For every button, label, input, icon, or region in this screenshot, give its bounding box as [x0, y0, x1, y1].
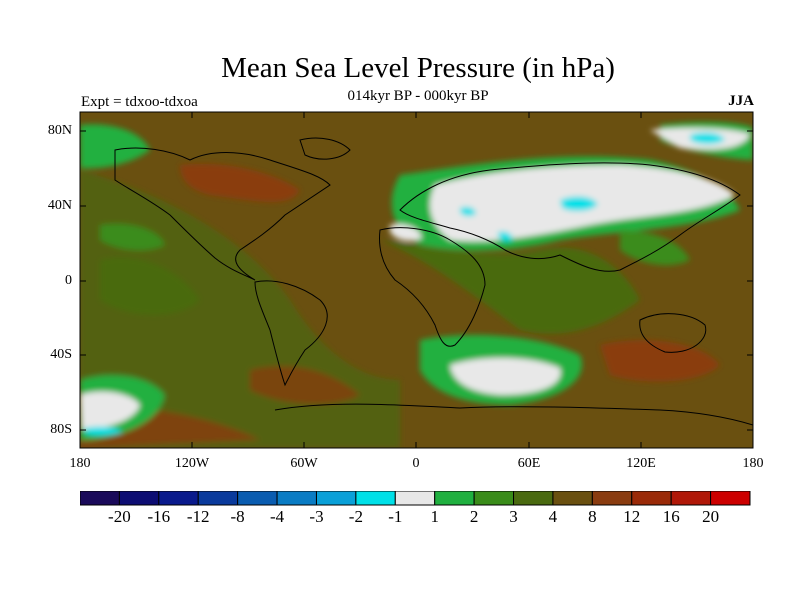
- coast-greenland: [299, 137, 351, 160]
- lon-label-60e: 60E: [517, 456, 541, 471]
- colorbar-swatch: [197, 491, 239, 506]
- cyan-spot-central-asia: [560, 196, 598, 212]
- colorbar-swatch: [513, 491, 554, 506]
- colorbar-swatch: [552, 491, 593, 506]
- colorbar-swatch: [315, 491, 357, 506]
- colorbar-swatch: [237, 491, 278, 506]
- coast-africa: [379, 227, 486, 347]
- lon-label-120w: 120W: [174, 456, 210, 471]
- map-title: Mean Sea Level Pressure (in hPa): [221, 52, 615, 84]
- colorbar-swatch: [158, 491, 199, 506]
- warm-region-north-america: [180, 163, 300, 202]
- cyan-spot-black-sea: [460, 206, 476, 217]
- coast-south-america: [254, 280, 328, 387]
- experiment-label: Expt = tdxoo-tdxoa: [81, 94, 198, 110]
- pressure-field: [80, 112, 753, 448]
- warm-region-south-atlantic: [250, 366, 360, 405]
- colorbar-label: -4: [270, 507, 285, 526]
- coast-eurasia: [399, 162, 741, 272]
- colorbar-label: 2: [469, 507, 479, 526]
- lat-label-40n: 40N: [47, 198, 72, 213]
- axis-ticks: [79, 112, 754, 448]
- lon-label-60w: 60W: [290, 456, 318, 471]
- colorbar-swatch: [118, 491, 160, 506]
- colorbar-label: 1: [430, 507, 439, 526]
- colorbar-swatch: [355, 491, 396, 506]
- colorbar-label: -20: [108, 507, 131, 526]
- colorbar-label: 4: [548, 507, 558, 526]
- lat-label-40s: 40S: [50, 347, 72, 362]
- cyan-spot-persia: [498, 231, 513, 242]
- green-region-west-pacific: [620, 230, 690, 266]
- colorbar-label: 8: [588, 507, 597, 526]
- colorbar-swatch: [710, 491, 751, 506]
- olive-region-tropical-pacific: [100, 257, 200, 315]
- coast-north-america: [114, 147, 331, 281]
- colorbar-swatch: [670, 491, 712, 506]
- lat-label-80s: 80S: [50, 422, 72, 437]
- lat-label-0: 0: [65, 273, 72, 288]
- colorbar-label: -3: [309, 507, 324, 526]
- lon-label-0: 0: [412, 456, 420, 471]
- map-subtitle: 014kyr BP - 000kyr BP: [347, 88, 489, 104]
- colorbar-swatch: [473, 491, 515, 506]
- lon-label-180e: 180: [742, 456, 764, 471]
- cyan-spot-antarctic: [85, 426, 122, 436]
- lon-label-120e: 120E: [626, 456, 656, 471]
- lat-label-80n: 80N: [47, 123, 72, 138]
- colorbar-label: 16: [662, 507, 680, 526]
- low-region-south-indian: [450, 357, 561, 395]
- colorbar-label: 20: [702, 507, 720, 526]
- colorbar-label: -8: [230, 507, 245, 526]
- cyan-spot-arctic: [690, 132, 725, 145]
- colorbar-label: -16: [147, 507, 171, 526]
- colorbar: [80, 491, 751, 506]
- colorbar-swatch: [80, 491, 120, 506]
- lon-label-180w: 180: [69, 456, 91, 471]
- colorbar-swatch: [591, 491, 633, 506]
- colorbar-swatch: [434, 491, 475, 506]
- colorbar-label: 3: [509, 507, 518, 526]
- low-region-south-pacific: [80, 391, 140, 430]
- season-label: JJA: [728, 93, 754, 109]
- olive-region-indian: [380, 240, 640, 334]
- colorbar-swatch: [394, 491, 436, 506]
- warm-region-south-indian: [600, 340, 720, 382]
- green-region-bering: [80, 124, 150, 169]
- colorbar-swatch: [276, 491, 317, 506]
- colorbar-label: 12: [623, 507, 641, 526]
- colorbar-label: -12: [186, 507, 210, 526]
- colorbar-label: -2: [348, 507, 363, 526]
- colorbar-label: -1: [388, 507, 403, 526]
- green-region-east-pacific: [100, 223, 165, 251]
- coastlines: [114, 137, 753, 426]
- coast-antarctica: [274, 403, 753, 426]
- colorbar-swatch: [631, 491, 672, 506]
- coast-australia: [639, 313, 707, 353]
